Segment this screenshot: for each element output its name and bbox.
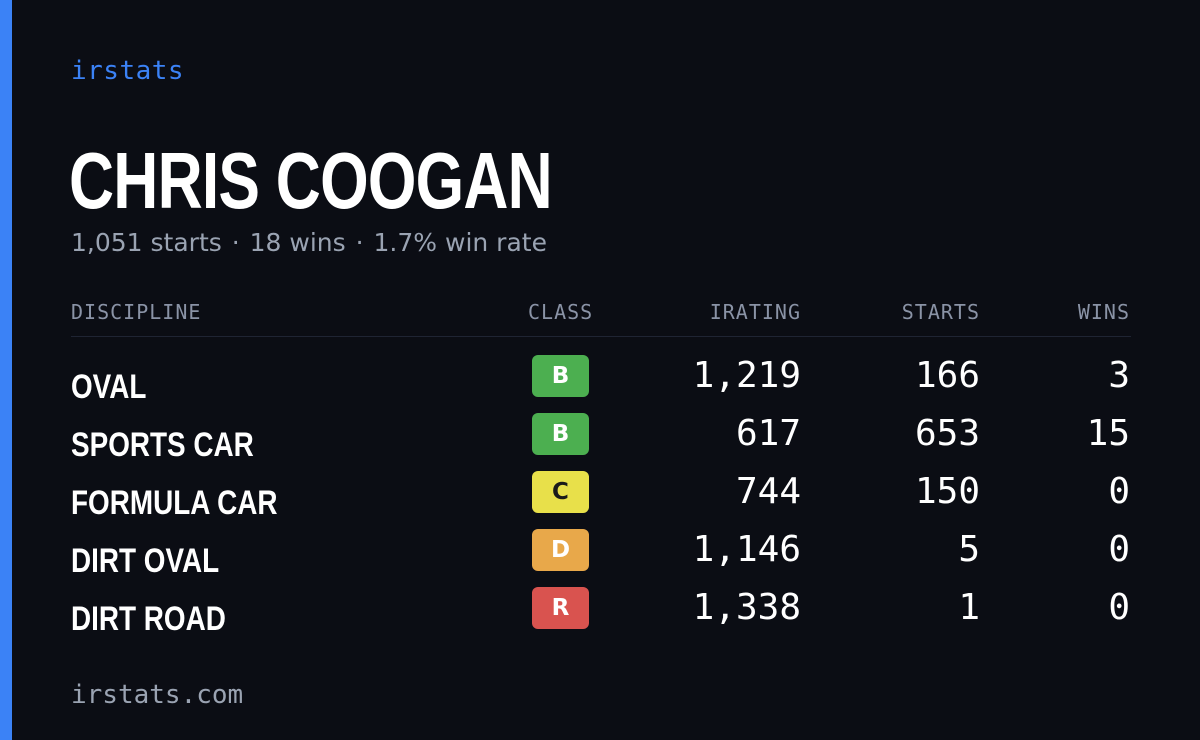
header-starts: STARTS xyxy=(901,300,980,324)
class-badge: C xyxy=(532,471,589,513)
class-badge: R xyxy=(532,587,589,629)
irating-value: 617 xyxy=(735,413,801,454)
starts-value: 5 xyxy=(958,529,980,570)
starts-value: 150 xyxy=(914,471,980,512)
discipline-table: DISCIPLINE CLASS IRATING STARTS WINS OVA… xyxy=(71,300,1131,643)
header-irating: IRATING xyxy=(709,300,801,324)
class-badge: B xyxy=(532,355,589,397)
discipline-name: FORMULA CAR xyxy=(71,484,278,522)
brand-logo-text: irstats xyxy=(71,56,185,86)
irating-value: 1,146 xyxy=(692,529,801,570)
wins-value: 0 xyxy=(1108,471,1130,512)
discipline-name: DIRT OVAL xyxy=(71,542,220,580)
class-badge: D xyxy=(532,529,589,571)
footer-url: irstats.com xyxy=(71,680,244,710)
starts-value: 653 xyxy=(914,413,980,454)
table-row: DIRT ROAD R 1,338 1 0 xyxy=(71,585,1131,643)
summary-separator: · xyxy=(355,228,364,257)
wins-value: 0 xyxy=(1108,587,1130,628)
driver-name: CHRIS COOGAN xyxy=(69,136,553,225)
wins-value: 0 xyxy=(1108,529,1130,570)
discipline-name: OVAL xyxy=(71,368,147,406)
table-row: SPORTS CAR B 617 653 15 xyxy=(71,411,1131,469)
header-discipline: DISCIPLINE xyxy=(71,300,202,324)
header-class: CLASS xyxy=(528,300,594,324)
wins-value: 3 xyxy=(1108,355,1130,396)
driver-summary: 1,051 starts · 18 wins · 1.7% win rate xyxy=(71,228,547,257)
summary-wins: 18 wins xyxy=(249,228,346,257)
table-row: OVAL B 1,219 166 3 xyxy=(71,353,1131,411)
irating-value: 1,219 xyxy=(692,355,801,396)
table-row: FORMULA CAR C 744 150 0 xyxy=(71,469,1131,527)
starts-value: 1 xyxy=(958,587,980,628)
summary-win-rate: 1.7% win rate xyxy=(373,228,547,257)
table-body: OVAL B 1,219 166 3 SPORTS CAR B 617 653 15 FORMULA… xyxy=(71,353,1131,643)
irating-value: 1,338 xyxy=(692,587,801,628)
discipline-name: DIRT ROAD xyxy=(71,600,226,638)
accent-bar xyxy=(0,0,12,740)
table-row: DIRT OVAL D 1,146 5 0 xyxy=(71,527,1131,585)
class-badge: B xyxy=(532,413,589,455)
discipline-name: SPORTS CAR xyxy=(71,426,254,464)
irating-value: 744 xyxy=(735,471,801,512)
summary-starts: 1,051 starts xyxy=(71,228,222,257)
table-header: DISCIPLINE CLASS IRATING STARTS WINS xyxy=(71,300,1131,337)
starts-value: 166 xyxy=(914,355,980,396)
header-wins: WINS xyxy=(1077,300,1130,324)
summary-separator: · xyxy=(231,228,240,257)
wins-value: 15 xyxy=(1086,413,1130,454)
